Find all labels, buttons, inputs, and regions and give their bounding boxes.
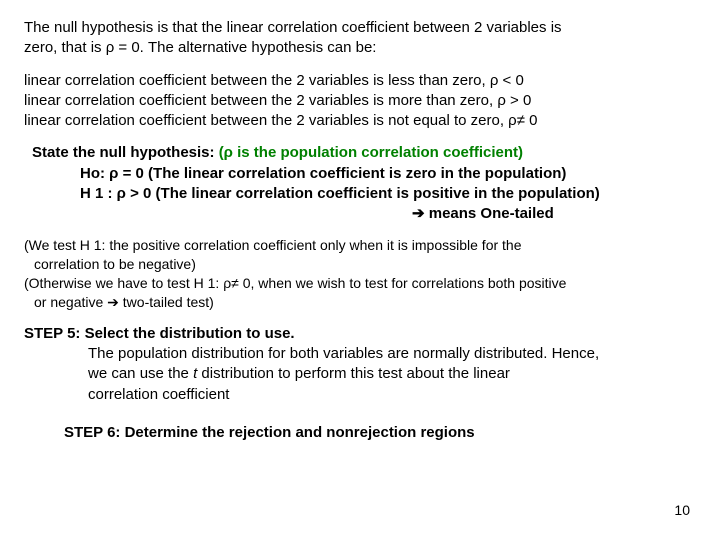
alt-not-equal: linear correlation coefficient between t… [24, 111, 696, 131]
step5-body-line1: The population distribution for both var… [88, 344, 696, 364]
state-lead: State the null hypothesis: [32, 144, 219, 161]
ho-line: Ho: ρ = 0 (The linear correlation coeffi… [32, 164, 696, 184]
state-line: State the null hypothesis: (ρ is the pop… [32, 143, 696, 163]
step5-b1: we can use the [88, 365, 193, 382]
page-number: 10 [674, 501, 690, 520]
note-block: (We test H 1: the positive correlation c… [24, 236, 696, 312]
note2-line1: (Otherwise we have to test H 1: ρ≠ 0, wh… [24, 274, 696, 293]
step5-block: STEP 5: Select the distribution to use. … [24, 324, 696, 405]
alt-less-than: linear correlation coefficient between t… [24, 71, 696, 91]
step5-title: STEP 5: Select the distribution to use. [24, 324, 696, 344]
alt-more-than: linear correlation coefficient between t… [24, 91, 696, 111]
intro-paragraph: The null hypothesis is that the linear c… [24, 18, 696, 59]
step5-body-line3: correlation coefficient [88, 385, 696, 405]
state-green: (ρ is the population correlation coeffic… [219, 144, 523, 161]
note2-line2: or negative ➔ two-tailed test) [24, 293, 696, 312]
note1-line1: (We test H 1: the positive correlation c… [24, 236, 696, 255]
arrow-line: ➔ means One-tailed [32, 204, 696, 224]
step6-title: STEP 6: Determine the rejection and nonr… [24, 423, 696, 443]
h1-line: H 1 : ρ > 0 (The linear correlation coef… [32, 184, 696, 204]
alternative-hypotheses: linear correlation coefficient between t… [24, 71, 696, 132]
step5-b2: distribution to perform this test about … [197, 365, 510, 382]
step5-body-line2: we can use the t distribution to perform… [88, 364, 696, 384]
intro-line2: zero, that is ρ = 0. The alternative hyp… [24, 38, 696, 58]
note1-line2: correlation to be negative) [24, 255, 696, 274]
intro-line1: The null hypothesis is that the linear c… [24, 18, 696, 38]
state-hypothesis-block: State the null hypothesis: (ρ is the pop… [24, 143, 696, 224]
